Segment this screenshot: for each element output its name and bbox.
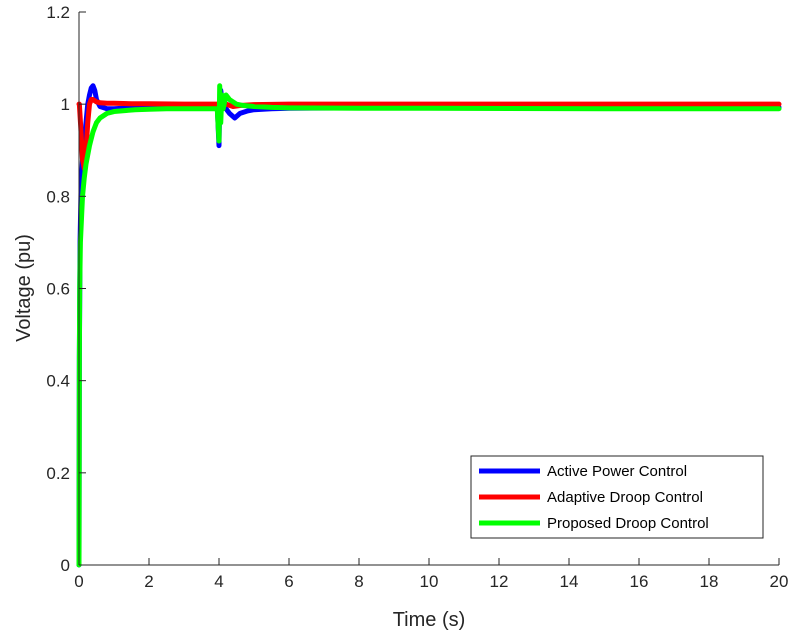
- x-tick-label: 16: [630, 572, 649, 591]
- legend-entry-3: Proposed Droop Control: [547, 515, 709, 532]
- y-tick-label: 0.2: [46, 464, 70, 483]
- x-axis-label: Time (s): [393, 609, 466, 631]
- y-tick-label: 0.8: [46, 187, 70, 206]
- x-tick-label: 4: [214, 572, 223, 591]
- series-layer: [76, 83, 782, 568]
- legend-entry-2: Adaptive Droop Control: [547, 489, 703, 506]
- x-tick-label: 8: [354, 572, 363, 591]
- x-tick-label: 6: [284, 572, 293, 591]
- tick-labels: 0 2 4 6 8 10 12 14 16 18 20 0 0.2 0.4 0.6 0.8 1 1.2: [46, 3, 788, 591]
- x-tick-label: 2: [144, 572, 153, 591]
- x-tick-label: 14: [560, 572, 579, 591]
- y-tick-label: 0.4: [46, 372, 70, 391]
- x-tick-label: 18: [700, 572, 719, 591]
- x-tick-label: 10: [420, 572, 439, 591]
- axes: [78, 11, 780, 566]
- x-tick-label: 20: [770, 572, 789, 591]
- legend-entry-1: Active Power Control: [547, 463, 687, 480]
- x-tick-label: 0: [74, 572, 83, 591]
- x-tick-label: 12: [490, 572, 509, 591]
- y-tick-label: 1: [61, 95, 70, 114]
- y-tick-label: 1.2: [46, 3, 70, 22]
- y-axis-label: Voltage (pu): [13, 234, 35, 342]
- legend: Active Power Control Adaptive Droop Contr…: [470, 455, 764, 539]
- y-tick-label: 0: [61, 556, 70, 575]
- y-tick-label: 0.6: [46, 280, 70, 299]
- series-line-3: [76, 83, 782, 568]
